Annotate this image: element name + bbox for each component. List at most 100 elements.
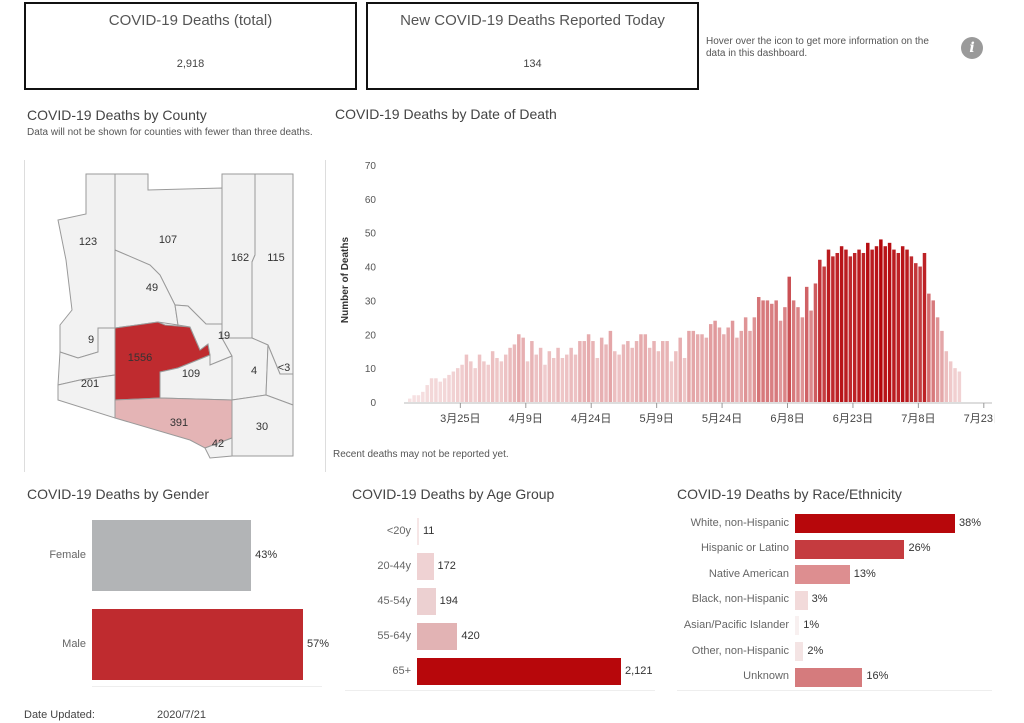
date-bar[interactable] — [874, 246, 879, 402]
date-bar[interactable] — [922, 252, 927, 402]
date-bar[interactable] — [796, 307, 800, 402]
date-bar[interactable] — [914, 263, 918, 402]
bar[interactable] — [795, 539, 905, 559]
date-bar[interactable] — [429, 378, 434, 402]
bar[interactable] — [417, 518, 419, 545]
bar[interactable] — [417, 623, 458, 650]
date-bar[interactable] — [818, 259, 822, 402]
date-bar[interactable] — [957, 371, 962, 402]
date-bar[interactable] — [739, 330, 744, 402]
date-bar[interactable] — [953, 368, 957, 402]
date-bar[interactable] — [604, 344, 608, 402]
date-bar[interactable] — [831, 256, 835, 402]
date-bar[interactable] — [861, 252, 866, 402]
date-bar[interactable] — [691, 330, 696, 402]
date-bar[interactable] — [442, 378, 447, 402]
date-bar[interactable] — [503, 354, 508, 402]
date-bar[interactable] — [783, 307, 787, 402]
date-bar[interactable] — [883, 246, 887, 402]
date-bar[interactable] — [586, 334, 591, 402]
date-bar[interactable] — [822, 266, 826, 402]
date-bar[interactable] — [434, 378, 438, 402]
date-bar[interactable] — [634, 341, 639, 402]
date-bar[interactable] — [826, 249, 831, 402]
date-bar[interactable] — [748, 330, 752, 402]
date-bar[interactable] — [661, 341, 665, 402]
date-bar[interactable] — [765, 300, 770, 402]
date-bar[interactable] — [887, 242, 892, 402]
bar[interactable] — [795, 590, 808, 610]
date-bar[interactable] — [408, 398, 412, 402]
date-bar[interactable] — [473, 368, 477, 402]
date-bar[interactable] — [595, 357, 600, 402]
date-bar[interactable] — [582, 341, 586, 402]
date-bar[interactable] — [565, 354, 569, 402]
date-bar[interactable] — [756, 297, 761, 402]
date-bar[interactable] — [774, 300, 778, 402]
date-bar[interactable] — [525, 361, 530, 402]
date-bar[interactable] — [866, 242, 870, 402]
date-bar[interactable] — [678, 337, 682, 402]
date-bar[interactable] — [455, 368, 460, 402]
date-bar[interactable] — [935, 317, 940, 402]
date-bar[interactable] — [752, 317, 757, 402]
date-bar[interactable] — [778, 320, 783, 402]
date-bar[interactable] — [517, 334, 521, 402]
date-bar[interactable] — [770, 303, 774, 402]
bar[interactable] — [92, 520, 252, 591]
date-bar[interactable] — [630, 347, 634, 402]
bar[interactable] — [417, 588, 436, 615]
date-bar[interactable] — [735, 337, 739, 402]
date-bar[interactable] — [438, 381, 443, 402]
date-bar[interactable] — [809, 310, 813, 402]
date-bar[interactable] — [599, 337, 604, 402]
date-bar[interactable] — [560, 357, 565, 402]
date-bar[interactable] — [412, 395, 416, 402]
date-bar[interactable] — [643, 334, 648, 402]
date-bar[interactable] — [905, 249, 909, 402]
info-icon[interactable]: i — [961, 37, 983, 59]
date-bar[interactable] — [813, 283, 818, 402]
date-bar[interactable] — [639, 334, 643, 402]
date-bar[interactable] — [538, 347, 543, 402]
bar[interactable] — [795, 616, 800, 636]
bar[interactable] — [795, 514, 955, 533]
date-bar[interactable] — [521, 337, 525, 402]
date-bar[interactable] — [730, 320, 735, 402]
date-bar[interactable] — [892, 249, 896, 402]
date-bar[interactable] — [490, 351, 495, 402]
date-bar[interactable] — [421, 391, 425, 402]
date-bar[interactable] — [425, 385, 429, 402]
date-bar[interactable] — [469, 361, 473, 402]
date-bar[interactable] — [761, 300, 765, 402]
bar[interactable] — [795, 565, 850, 585]
date-bar[interactable] — [551, 357, 556, 402]
date-bar[interactable] — [591, 341, 595, 402]
date-bar[interactable] — [879, 239, 883, 402]
date-bar[interactable] — [578, 341, 582, 402]
date-bar[interactable] — [556, 347, 560, 402]
date-bar[interactable] — [530, 341, 534, 402]
date-bar[interactable] — [460, 364, 464, 402]
date-bar[interactable] — [621, 344, 626, 402]
date-bar[interactable] — [927, 293, 931, 402]
date-bar[interactable] — [547, 351, 552, 402]
date-bar[interactable] — [508, 347, 512, 402]
bar[interactable] — [417, 658, 621, 685]
date-bar[interactable] — [900, 246, 905, 402]
date-bar[interactable] — [896, 252, 901, 402]
date-bar[interactable] — [626, 341, 630, 402]
bar[interactable] — [795, 642, 804, 661]
date-bar[interactable] — [652, 341, 656, 402]
date-bar[interactable] — [495, 357, 499, 402]
date-bar[interactable] — [617, 354, 621, 402]
date-bar[interactable] — [743, 317, 748, 402]
date-bar[interactable] — [486, 364, 491, 402]
date-bar[interactable] — [534, 354, 538, 402]
date-bar[interactable] — [704, 337, 709, 402]
date-bar[interactable] — [674, 351, 678, 402]
date-bar[interactable] — [543, 364, 547, 402]
date-bar[interactable] — [839, 246, 844, 402]
date-bar[interactable] — [464, 354, 469, 402]
date-bar[interactable] — [726, 327, 730, 402]
